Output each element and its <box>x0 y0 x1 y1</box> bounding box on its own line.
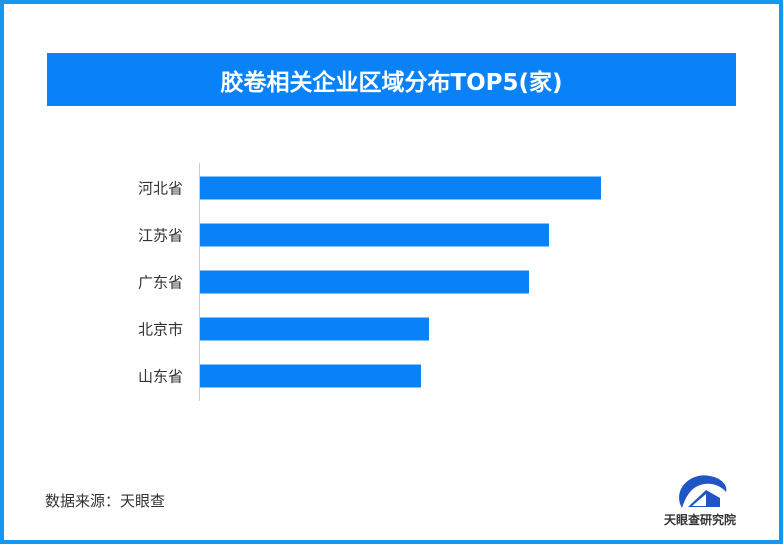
category-label: 江苏省 <box>137 226 183 245</box>
tianyancha-logo-icon <box>679 475 727 508</box>
chart-title: 胶卷相关企业区域分布TOP5(家) <box>47 53 736 106</box>
bar-江苏省 <box>200 223 549 247</box>
category-label: 广东省 <box>137 273 183 292</box>
category-label: 河北省 <box>137 179 183 198</box>
bar-北京市 <box>200 317 429 341</box>
data-source: 数据来源：天眼查 <box>45 492 166 510</box>
bar-山东省 <box>200 364 421 388</box>
y-axis-line <box>199 163 200 401</box>
category-label: 山东省 <box>137 367 183 386</box>
category-label: 北京市 <box>137 320 183 339</box>
bar-广东省 <box>200 270 529 294</box>
bar-河北省 <box>200 176 601 200</box>
logo-text: 天眼查研究院 <box>663 513 736 527</box>
